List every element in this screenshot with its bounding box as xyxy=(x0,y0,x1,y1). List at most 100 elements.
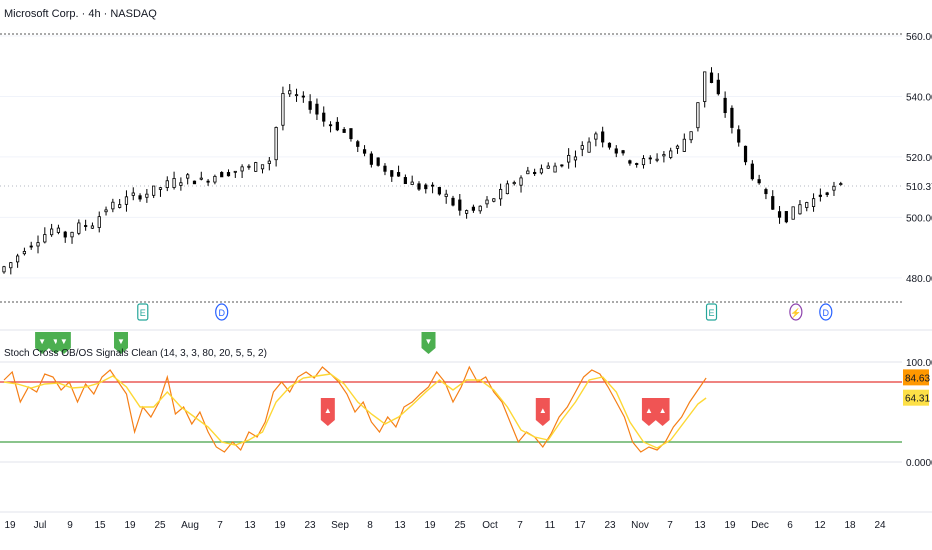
sell-signal-shape xyxy=(35,332,50,354)
event-marker-dividend: D xyxy=(819,303,833,321)
candle-body xyxy=(485,199,489,205)
buy-signal-glyph: ▲ xyxy=(645,406,653,415)
candle xyxy=(662,151,666,163)
candle-body xyxy=(403,177,407,185)
time-tick-label: 9 xyxy=(67,520,73,531)
signal-sell: ▼ xyxy=(421,332,436,354)
candle-body xyxy=(716,79,720,95)
candle xyxy=(206,179,210,186)
event-marker-dividend: D xyxy=(215,303,229,321)
sell-signal-glyph: ▼ xyxy=(38,337,46,346)
candle-body xyxy=(512,182,516,185)
d-value-badge-bg xyxy=(903,389,929,406)
candle xyxy=(601,126,605,148)
time-tick-label: 19 xyxy=(724,520,736,531)
candle xyxy=(301,91,305,103)
candle xyxy=(124,190,129,212)
candle xyxy=(335,117,339,132)
candle-body xyxy=(730,107,734,128)
time-tick-label: 8 xyxy=(367,520,373,531)
time-axis: 19 Jul 9 15 19 25 Aug 7 13 19 23 Sep 8 13 19 25 Oct 7 11 17… xyxy=(4,520,886,531)
time-tick-label: 15 xyxy=(94,520,106,531)
candle-body xyxy=(2,266,6,273)
candle-body xyxy=(723,97,727,114)
candle-body xyxy=(430,184,435,187)
sell-signal-shape xyxy=(114,332,129,354)
candle-body xyxy=(70,231,74,238)
candle xyxy=(451,195,455,207)
candle-body xyxy=(628,160,632,164)
candle-body xyxy=(791,206,795,220)
time-tick-label: Nov xyxy=(631,520,649,531)
time-tick-label: 13 xyxy=(694,520,706,531)
d-value-badge-label: 64.31 xyxy=(905,394,930,405)
candle-body xyxy=(805,202,809,208)
candle-body xyxy=(492,198,496,202)
buy-signal-shape xyxy=(655,398,670,426)
candle xyxy=(145,188,149,203)
candle-body xyxy=(553,165,557,173)
candle xyxy=(512,180,516,186)
candle xyxy=(131,187,135,201)
candle-body xyxy=(90,225,95,229)
candle xyxy=(839,181,843,186)
candle-body xyxy=(396,172,401,177)
k-value-badge: 84.63 xyxy=(903,369,930,386)
candle xyxy=(63,230,67,243)
candle-body xyxy=(573,156,578,161)
time-tick-label: Sep xyxy=(331,520,349,531)
candle xyxy=(471,204,476,213)
signal-buy: ▲ xyxy=(641,398,656,426)
candle-body xyxy=(471,206,476,211)
candle-body xyxy=(383,165,387,172)
candle-body xyxy=(764,189,768,195)
candle xyxy=(580,141,584,157)
candle-body xyxy=(648,157,652,160)
event-marker-earnings: E xyxy=(137,303,149,321)
price-tick-label: 540.00 xyxy=(906,92,932,103)
candle-body xyxy=(172,178,176,188)
candle-body xyxy=(260,164,265,170)
candle-body xyxy=(118,204,122,208)
candle-body xyxy=(703,71,707,102)
candle-body xyxy=(362,149,367,154)
candle xyxy=(254,161,258,172)
event-marker-earnings: E xyxy=(705,303,718,321)
candle-body xyxy=(798,204,802,215)
candle-body xyxy=(410,181,414,185)
buy-signal-shape xyxy=(641,398,656,426)
candle xyxy=(70,231,74,244)
candle xyxy=(383,163,387,176)
chart-title: Microsoft Corp. · 4h · NASDAQ xyxy=(4,8,157,20)
candle xyxy=(22,247,27,256)
candle-body xyxy=(220,172,224,178)
candle xyxy=(342,127,346,133)
time-tick-label: 25 xyxy=(454,520,466,531)
candle xyxy=(104,206,108,216)
candle-body xyxy=(274,127,278,161)
candle xyxy=(16,253,20,268)
candle xyxy=(9,262,13,275)
event-marker-label: ⚡ xyxy=(790,307,801,319)
candle xyxy=(505,180,510,195)
candle-body xyxy=(519,177,523,186)
time-tick-label: 7 xyxy=(667,520,673,531)
indicator-signals: ▼ ▼ ▼ ▼ ▼▲ ▲ ▲ ▲ xyxy=(35,332,670,426)
candle-body xyxy=(526,170,530,175)
indicator-title: Stoch Cross OB/OS Signals Clean (14, 3, … xyxy=(4,348,267,359)
candle-body xyxy=(818,194,822,197)
time-tick-label: Oct xyxy=(482,520,498,531)
buy-signal-glyph: ▲ xyxy=(539,406,547,415)
candle xyxy=(220,171,224,178)
candle xyxy=(240,164,244,179)
signal-sell: ▼ xyxy=(56,332,71,354)
candle-body xyxy=(587,141,591,153)
candle-body xyxy=(281,93,285,126)
time-tick-label: Jul xyxy=(34,520,47,531)
candle-body xyxy=(97,216,101,228)
candle xyxy=(158,187,163,197)
candle-body xyxy=(390,170,394,177)
candle xyxy=(567,148,571,169)
buy-signal-glyph: ▲ xyxy=(659,406,667,415)
